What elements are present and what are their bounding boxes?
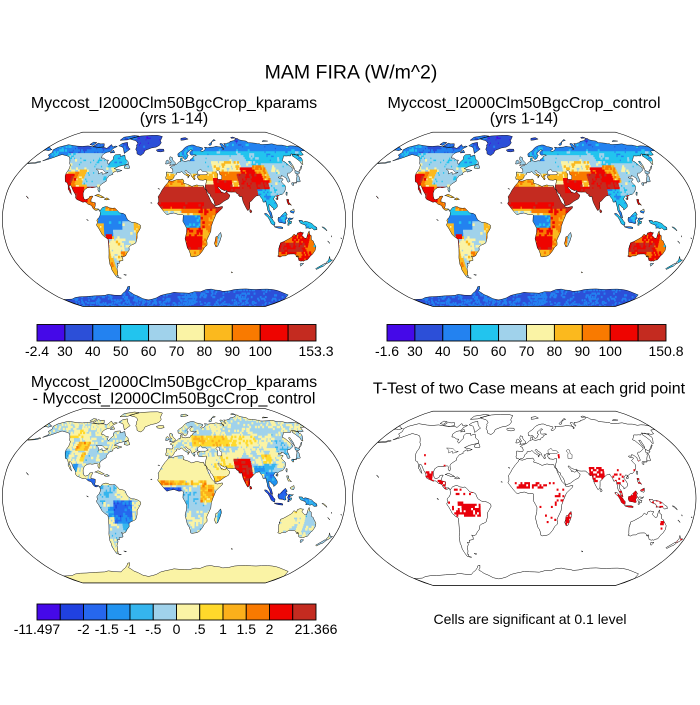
svg-text:153.3: 153.3	[298, 343, 333, 359]
svg-text:-1: -1	[124, 621, 137, 637]
svg-text:-11.497: -11.497	[14, 621, 61, 637]
svg-text:1: 1	[219, 621, 227, 637]
svg-text:60: 60	[491, 343, 507, 359]
svg-text:-1.6: -1.6	[375, 343, 399, 359]
svg-text:1.5: 1.5	[237, 621, 257, 637]
svg-text:100: 100	[249, 343, 273, 359]
svg-text:50: 50	[463, 343, 479, 359]
svg-text:MAM FIRA (W/m^2): MAM FIRA (W/m^2)	[265, 62, 438, 84]
svg-text:80: 80	[197, 343, 213, 359]
svg-text:2: 2	[266, 621, 274, 637]
svg-text:-2: -2	[77, 621, 90, 637]
svg-text:80: 80	[547, 343, 563, 359]
svg-text:70: 70	[169, 343, 185, 359]
svg-text:30: 30	[57, 343, 73, 359]
svg-text:70: 70	[519, 343, 535, 359]
svg-text:(yrs 1-14): (yrs 1-14)	[490, 111, 558, 128]
svg-text:-2.4: -2.4	[25, 343, 49, 359]
svg-text:Myccost_I2000Clm50BgcCrop_kpar: Myccost_I2000Clm50BgcCrop_kparams	[31, 95, 317, 112]
svg-text:60: 60	[141, 343, 157, 359]
svg-text:150.8: 150.8	[648, 343, 683, 359]
svg-text:30: 30	[407, 343, 423, 359]
svg-text:100: 100	[599, 343, 623, 359]
svg-text:Myccost_I2000Clm50BgcCrop_cont: Myccost_I2000Clm50BgcCrop_control	[387, 95, 660, 112]
svg-text:Cells are significant at 0.1 l: Cells are significant at 0.1 level	[434, 611, 627, 627]
svg-text:-.5: -.5	[145, 621, 162, 637]
svg-text:- Myccost_I2000Clm50BgcCrop_co: - Myccost_I2000Clm50BgcCrop_control	[33, 391, 316, 408]
svg-text:50: 50	[113, 343, 129, 359]
svg-text:T-Test of two Case means at ea: T-Test of two Case means at each grid po…	[373, 381, 686, 398]
svg-text:90: 90	[225, 343, 241, 359]
svg-text:(yrs 1-14): (yrs 1-14)	[140, 111, 208, 128]
svg-text:40: 40	[435, 343, 451, 359]
svg-text:.5: .5	[194, 621, 206, 637]
svg-text:40: 40	[85, 343, 101, 359]
svg-text:90: 90	[575, 343, 591, 359]
svg-text:-1.5: -1.5	[95, 621, 119, 637]
svg-text:21.366: 21.366	[295, 621, 338, 637]
svg-text:Myccost_I2000Clm50BgcCrop_kpar: Myccost_I2000Clm50BgcCrop_kparams	[31, 374, 317, 391]
svg-text:0: 0	[173, 621, 181, 637]
